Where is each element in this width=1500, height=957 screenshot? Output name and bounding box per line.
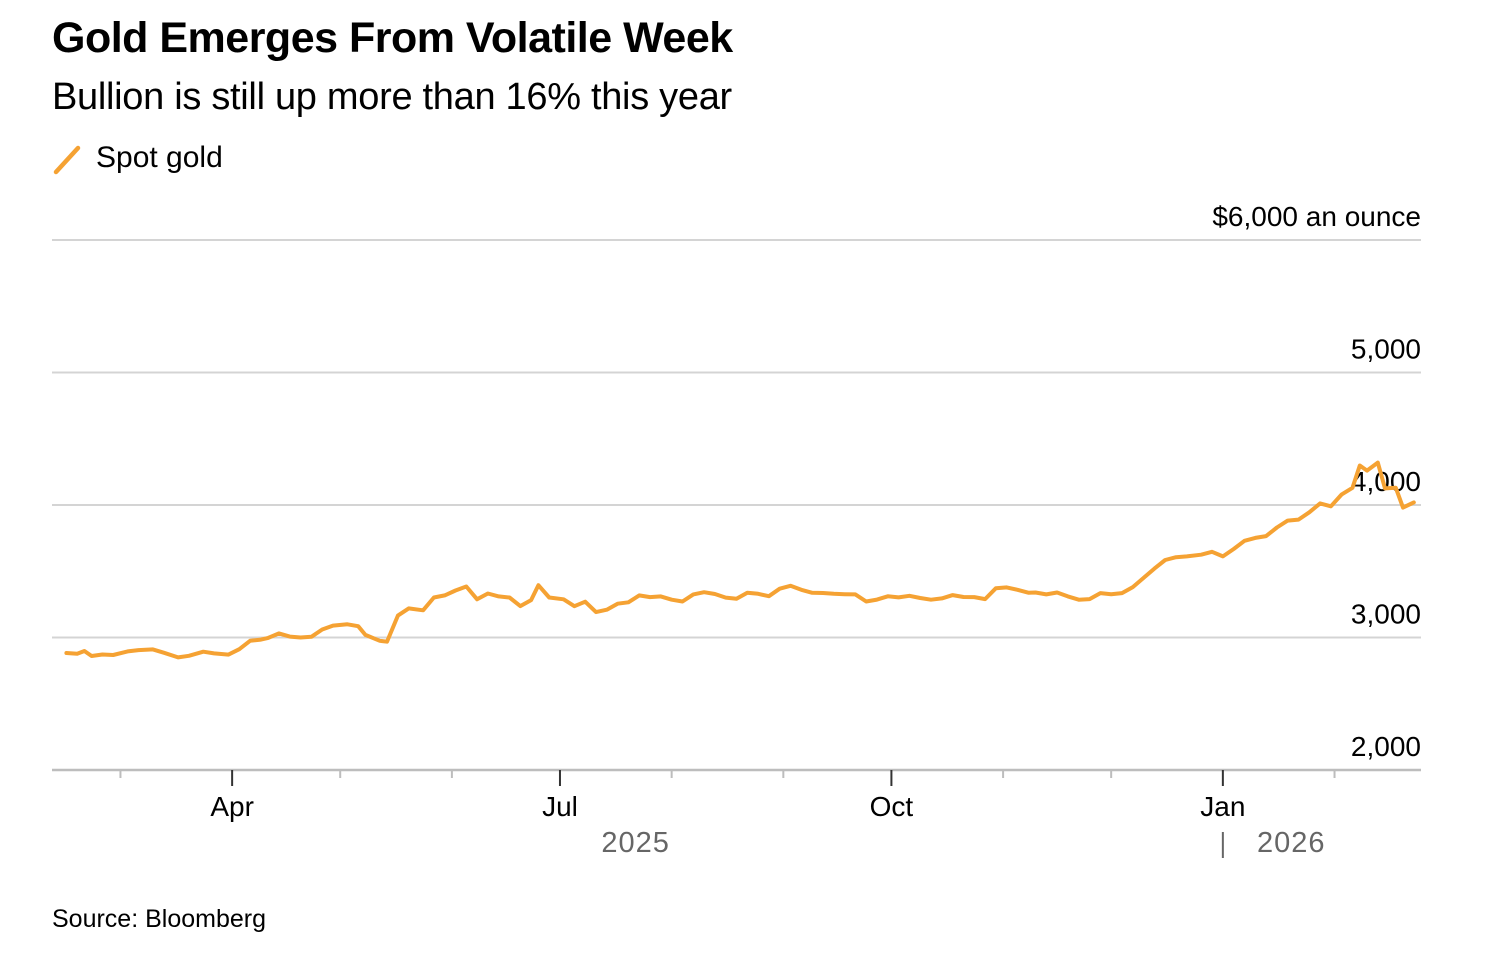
legend-swatch-icon xyxy=(53,145,81,175)
y-tick-label-6000: $6,000 an ounce xyxy=(1212,201,1421,232)
year-label-2025: 2025 xyxy=(601,827,670,859)
x-axis xyxy=(119,770,1336,786)
gridlines xyxy=(52,239,1421,772)
x-tick-label-jan: Jan xyxy=(1200,791,1245,822)
x-tick-label-jul: Jul xyxy=(542,791,578,822)
y-axis-labels: $6,000 an ounce 5,000 4,000 3,000 2,000 xyxy=(1212,201,1421,762)
x-tick-label-apr: Apr xyxy=(210,791,254,822)
x-axis-labels: Apr Jul Oct Jan 2025 2026 xyxy=(210,791,1326,859)
series-spot-gold xyxy=(64,460,1416,660)
y-tick-label-3000: 3,000 xyxy=(1351,599,1421,630)
y-tick-label-5000: 5,000 xyxy=(1351,334,1421,365)
legend-label-spot-gold: Spot gold xyxy=(96,141,223,174)
y-tick-label-2000: 2,000 xyxy=(1351,731,1421,762)
y-tick-label-4000: 4,000 xyxy=(1351,466,1421,497)
chart-title: Gold Emerges From Volatile Week xyxy=(52,14,733,62)
source-note: Source: Bloomberg xyxy=(52,905,267,933)
legend: Spot gold xyxy=(52,138,223,178)
chart-subtitle: Bullion is still up more than 16% this y… xyxy=(52,76,732,118)
series-line-spot-gold xyxy=(64,460,1416,660)
x-tick-label-oct: Oct xyxy=(870,791,914,822)
year-label-2026: 2026 xyxy=(1257,827,1326,859)
